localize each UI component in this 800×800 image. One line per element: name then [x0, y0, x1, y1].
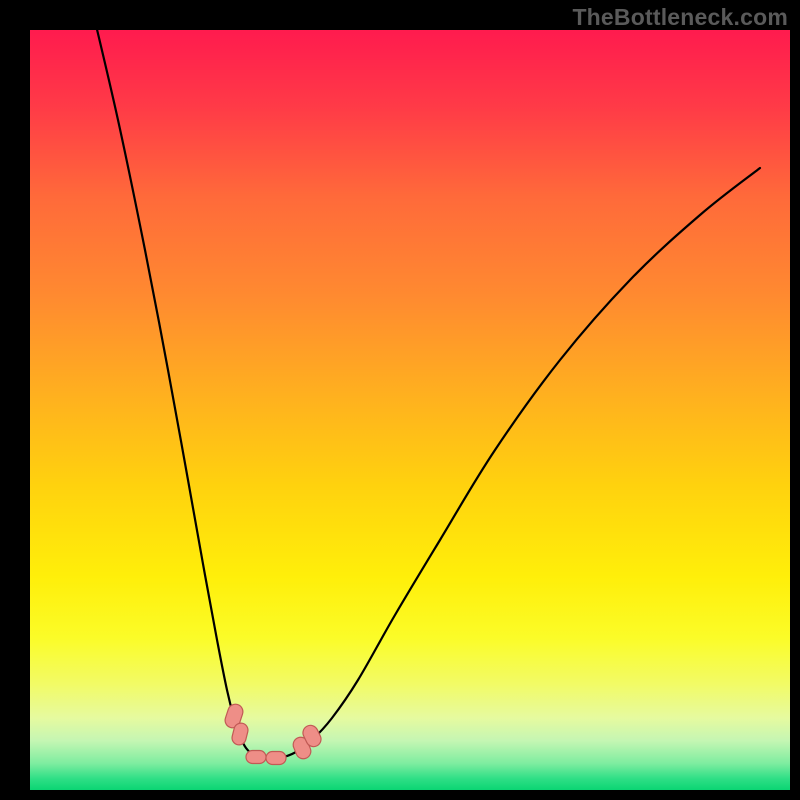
bottleneck-marker	[246, 751, 266, 764]
chart-frame: TheBottleneck.com	[0, 0, 800, 800]
plot-area	[30, 30, 790, 790]
bottleneck-marker	[266, 752, 286, 765]
bottleneck-curve	[30, 30, 790, 790]
bottleneck-markers	[223, 702, 323, 764]
watermark-text: TheBottleneck.com	[572, 4, 788, 31]
